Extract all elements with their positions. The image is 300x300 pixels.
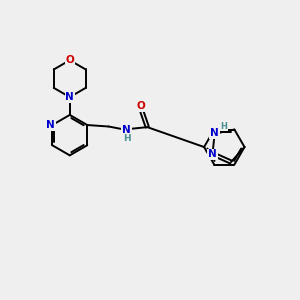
Text: N: N xyxy=(46,120,55,130)
Text: O: O xyxy=(65,55,74,65)
Text: N: N xyxy=(65,92,74,102)
Text: H: H xyxy=(221,122,228,131)
Text: N: N xyxy=(122,125,131,135)
Text: N: N xyxy=(208,149,217,159)
Text: H: H xyxy=(123,134,131,143)
Text: O: O xyxy=(136,101,145,111)
Text: N: N xyxy=(210,128,219,138)
